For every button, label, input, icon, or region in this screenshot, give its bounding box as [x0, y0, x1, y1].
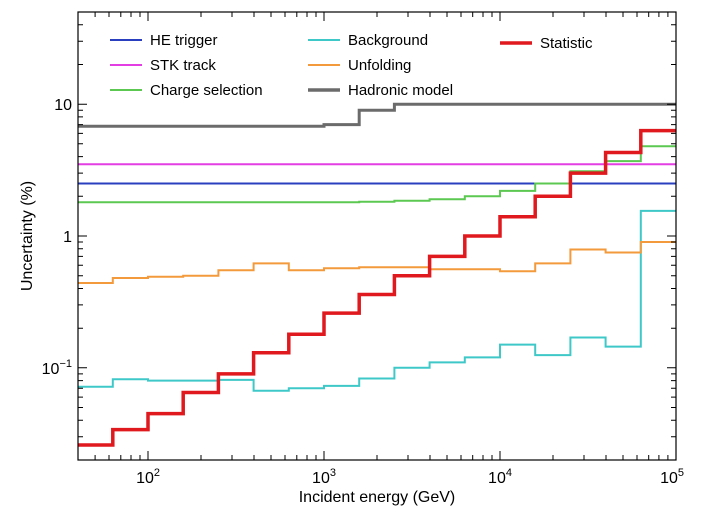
y-tick-label: 10	[54, 97, 72, 114]
series-background	[78, 209, 676, 392]
x-tick-label: 104	[488, 467, 512, 487]
y-tick-label: 1	[63, 229, 72, 246]
legend-label-statistic: Statistic	[540, 35, 593, 52]
legend-label-he-trigger: HE trigger	[150, 32, 218, 49]
legend-label-unfolding: Unfolding	[348, 57, 411, 74]
legend-label-charge-selection: Charge selection	[150, 82, 263, 99]
series-layer	[78, 102, 676, 447]
x-axis-title: Incident energy (GeV)	[299, 489, 456, 506]
x-tick-label: 105	[660, 467, 684, 487]
plot-background	[78, 12, 676, 460]
legend: HE trigger STK track Charge selection Backg…	[110, 32, 593, 99]
legend-label-stk-track: STK track	[150, 57, 216, 74]
series-hadronic-model	[78, 102, 676, 128]
legend-label-background: Background	[348, 32, 428, 49]
series-statistic	[78, 128, 676, 447]
legend-label-hadronic-model: Hadronic model	[348, 82, 453, 99]
series-unfolding	[78, 241, 676, 284]
y-axis-title: Uncertainty (%)	[19, 181, 36, 291]
x-tick-label: 102	[136, 467, 160, 487]
y-tick-label: 10−1	[42, 358, 72, 378]
axis-ticks: 102 103 104 105 10−1 1 10	[42, 11, 684, 487]
series-charge-selection	[78, 145, 676, 204]
plot-frame	[77, 11, 677, 461]
x-tick-label: 103	[312, 467, 336, 487]
